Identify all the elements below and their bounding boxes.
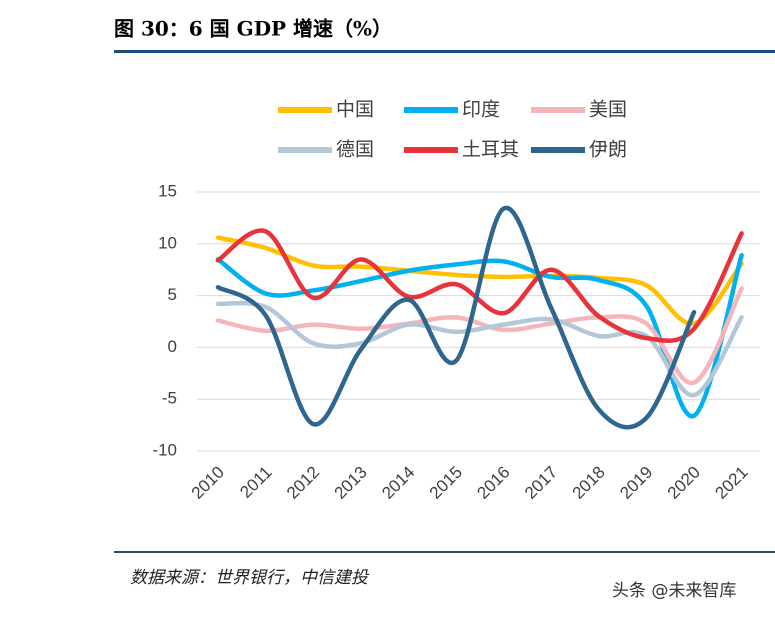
y-tick-label: -10 [152, 440, 177, 459]
x-tick-label: 2015 [426, 463, 466, 503]
series-line [215, 252, 744, 419]
legend-label: 印度 [462, 99, 500, 121]
legend-label: 中国 [336, 99, 374, 121]
series-line [215, 205, 697, 430]
x-tick-label: 2014 [378, 463, 418, 503]
footer-rule [114, 551, 775, 553]
x-tick-label: 2020 [664, 463, 704, 503]
x-tick-label: 2012 [283, 463, 323, 503]
title: 图 30：6 国 GDP 增速（%） [114, 17, 392, 41]
x-tick-label: 2017 [521, 463, 561, 503]
y-tick-label: -5 [162, 389, 177, 408]
x-tick-label: 2013 [331, 463, 371, 503]
series-line [215, 228, 744, 343]
legend-label: 德国 [336, 139, 374, 161]
x-tick-label: 2021 [711, 463, 751, 503]
x-tick-label: 2018 [569, 463, 609, 503]
x-tick-label: 2016 [473, 463, 513, 503]
y-tick-label: 0 [168, 337, 177, 356]
x-tick-label: 2010 [188, 463, 228, 503]
legend-label: 美国 [589, 99, 627, 121]
x-tick-label: 2019 [616, 463, 656, 503]
legend-label: 土耳其 [462, 139, 519, 161]
watermark: 头条 @未来智库 [612, 581, 736, 601]
source: 数据来源：世界银行，中信建投 [130, 568, 370, 588]
x-tick-label: 2011 [236, 463, 275, 502]
legend-label: 伊朗 [589, 139, 627, 161]
series-line [215, 300, 744, 398]
title-rule [114, 50, 775, 53]
y-tick-label: 15 [158, 181, 177, 200]
y-tick-label: 5 [168, 285, 177, 304]
y-tick-label: 10 [158, 233, 177, 252]
series-line [215, 235, 744, 326]
